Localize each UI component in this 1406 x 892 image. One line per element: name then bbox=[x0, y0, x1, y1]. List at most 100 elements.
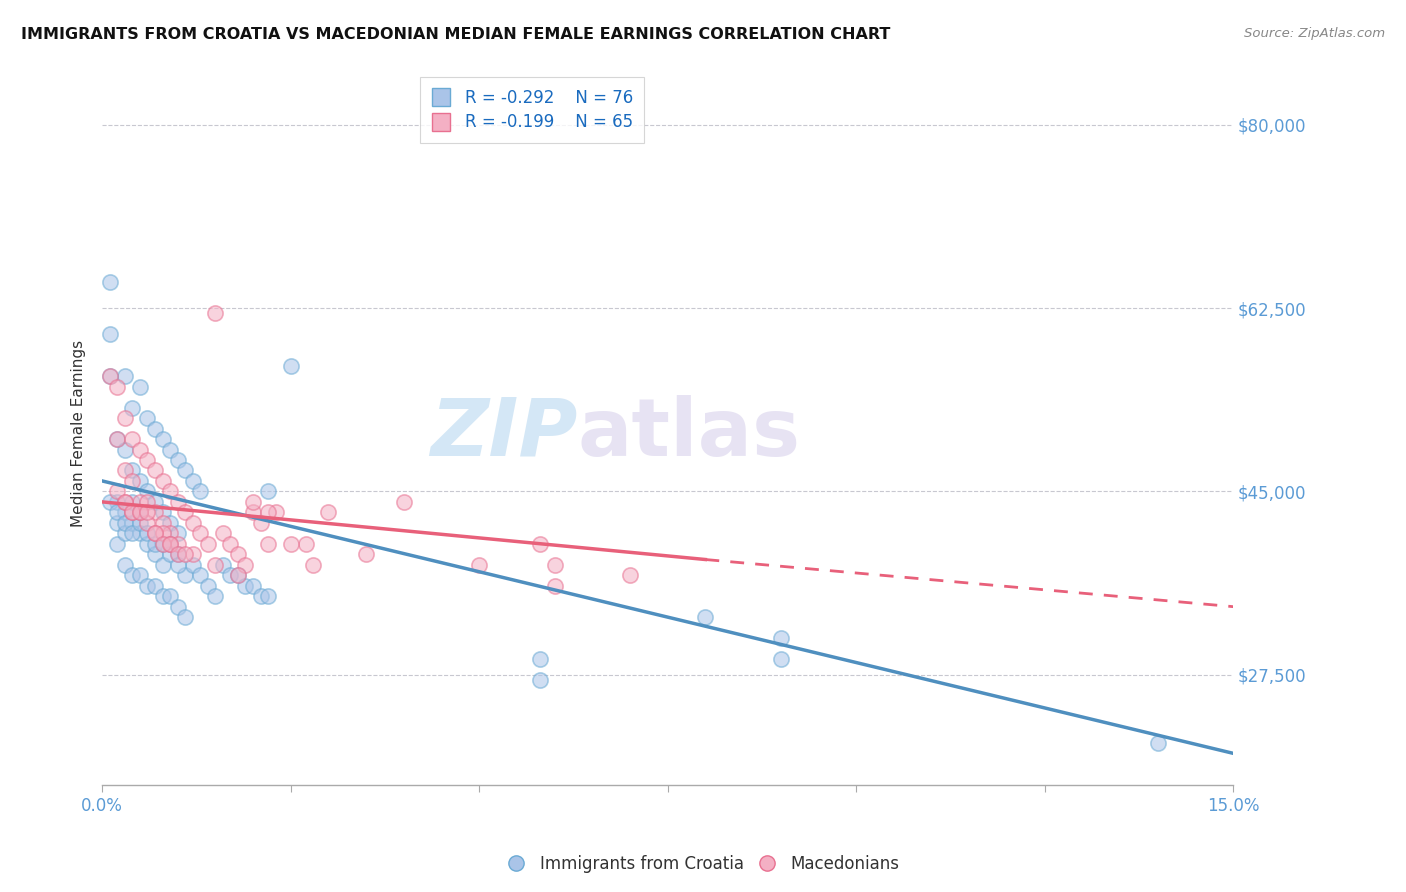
Point bbox=[114, 411, 136, 425]
Point bbox=[257, 505, 280, 519]
Point bbox=[152, 558, 174, 572]
Point bbox=[105, 537, 128, 551]
Point bbox=[174, 568, 197, 582]
Point bbox=[105, 379, 128, 393]
Point bbox=[129, 474, 152, 488]
Point bbox=[204, 306, 226, 320]
Point bbox=[204, 589, 226, 603]
Point bbox=[529, 673, 551, 687]
Point bbox=[114, 442, 136, 457]
Point bbox=[211, 558, 233, 572]
Point bbox=[136, 495, 159, 509]
Point bbox=[159, 516, 181, 530]
Point bbox=[174, 505, 197, 519]
Point bbox=[159, 537, 181, 551]
Point bbox=[543, 558, 565, 572]
Point bbox=[211, 526, 233, 541]
Point bbox=[136, 453, 159, 467]
Point bbox=[129, 568, 152, 582]
Point bbox=[152, 516, 174, 530]
Point bbox=[136, 411, 159, 425]
Point bbox=[129, 526, 152, 541]
Point bbox=[204, 558, 226, 572]
Point bbox=[105, 484, 128, 499]
Point bbox=[354, 547, 377, 561]
Point bbox=[143, 526, 166, 541]
Point bbox=[181, 558, 204, 572]
Point bbox=[226, 547, 249, 561]
Point bbox=[129, 505, 152, 519]
Point bbox=[242, 505, 264, 519]
Point bbox=[143, 537, 166, 551]
Point bbox=[121, 495, 143, 509]
Point bbox=[181, 516, 204, 530]
Point bbox=[159, 537, 181, 551]
Point bbox=[152, 505, 174, 519]
Point bbox=[264, 505, 287, 519]
Point bbox=[174, 463, 197, 477]
Point bbox=[121, 516, 143, 530]
Point bbox=[235, 579, 257, 593]
Point bbox=[114, 558, 136, 572]
Point bbox=[152, 432, 174, 446]
Point bbox=[543, 579, 565, 593]
Point bbox=[114, 495, 136, 509]
Point bbox=[121, 526, 143, 541]
Point bbox=[143, 547, 166, 561]
Point bbox=[166, 537, 188, 551]
Point bbox=[249, 589, 271, 603]
Point bbox=[1146, 736, 1168, 750]
Point bbox=[619, 568, 641, 582]
Point bbox=[136, 579, 159, 593]
Point bbox=[114, 516, 136, 530]
Point bbox=[143, 505, 166, 519]
Point bbox=[159, 589, 181, 603]
Point bbox=[121, 401, 143, 415]
Point bbox=[197, 537, 219, 551]
Point bbox=[121, 505, 143, 519]
Text: Source: ZipAtlas.com: Source: ZipAtlas.com bbox=[1244, 27, 1385, 40]
Point bbox=[159, 537, 181, 551]
Point bbox=[98, 327, 121, 342]
Point bbox=[121, 568, 143, 582]
Point bbox=[136, 537, 159, 551]
Point bbox=[152, 537, 174, 551]
Text: atlas: atlas bbox=[578, 395, 800, 473]
Point bbox=[129, 442, 152, 457]
Point bbox=[242, 495, 264, 509]
Point bbox=[129, 505, 152, 519]
Point bbox=[105, 505, 128, 519]
Point bbox=[695, 610, 717, 624]
Point bbox=[769, 631, 792, 645]
Point bbox=[152, 589, 174, 603]
Text: IMMIGRANTS FROM CROATIA VS MACEDONIAN MEDIAN FEMALE EARNINGS CORRELATION CHART: IMMIGRANTS FROM CROATIA VS MACEDONIAN ME… bbox=[21, 27, 890, 42]
Point bbox=[121, 474, 143, 488]
Y-axis label: Median Female Earnings: Median Female Earnings bbox=[72, 340, 86, 527]
Point bbox=[159, 526, 181, 541]
Point bbox=[166, 526, 188, 541]
Point bbox=[257, 589, 280, 603]
Point bbox=[143, 495, 166, 509]
Point bbox=[121, 432, 143, 446]
Point bbox=[219, 568, 242, 582]
Point bbox=[136, 526, 159, 541]
Point bbox=[114, 505, 136, 519]
Point bbox=[769, 652, 792, 666]
Point bbox=[318, 505, 340, 519]
Point bbox=[226, 568, 249, 582]
Point bbox=[105, 432, 128, 446]
Point bbox=[159, 442, 181, 457]
Point bbox=[257, 484, 280, 499]
Point bbox=[188, 568, 211, 582]
Point bbox=[181, 547, 204, 561]
Point bbox=[143, 579, 166, 593]
Point bbox=[174, 547, 197, 561]
Point bbox=[166, 558, 188, 572]
Point bbox=[98, 275, 121, 289]
Point bbox=[257, 537, 280, 551]
Point bbox=[143, 421, 166, 435]
Legend: Immigrants from Croatia, Macedonians: Immigrants from Croatia, Macedonians bbox=[501, 848, 905, 880]
Point bbox=[294, 537, 316, 551]
Point bbox=[188, 484, 211, 499]
Point bbox=[98, 495, 121, 509]
